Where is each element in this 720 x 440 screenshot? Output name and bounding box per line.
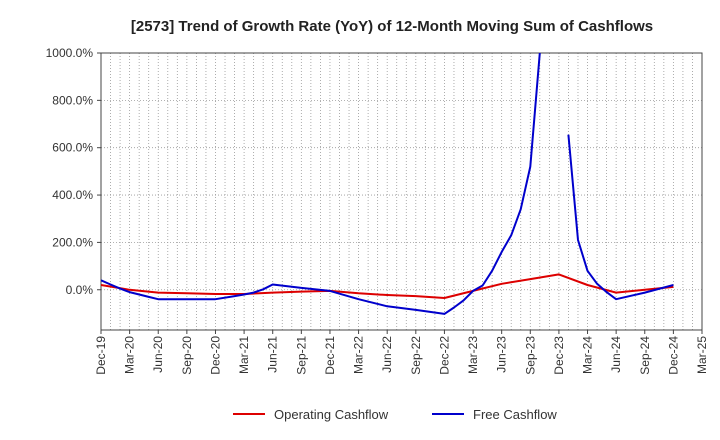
- y-axis: 0.0% 200.0% 400.0% 600.0% 800.0% 1000.0%: [46, 46, 101, 297]
- x-axis: Dec-19 Mar-20 Jun-20 Sep-20 Dec-20 Mar-21 Jun-…: [94, 330, 709, 375]
- x-tick-label: Mar-21: [237, 336, 251, 374]
- x-tick-label: Jun-24: [609, 336, 623, 373]
- x-tick-label: Mar-20: [123, 336, 137, 374]
- x-tick-label: Dec-21: [323, 336, 337, 375]
- y-tick-label: 1000.0%: [46, 46, 94, 60]
- y-tick-label: 800.0%: [52, 93, 93, 107]
- x-tick-label: Sep-22: [409, 336, 423, 375]
- x-tick-label: Dec-19: [94, 336, 108, 375]
- x-tick-label: Mar-25: [695, 336, 709, 374]
- chart-title: [2573] Trend of Growth Rate (YoY) of 12-…: [131, 18, 653, 35]
- x-tick-label: Mar-24: [581, 336, 595, 374]
- y-tick-label: 600.0%: [52, 141, 93, 155]
- legend: Operating Cashflow Free Cashflow: [233, 407, 557, 422]
- x-tick-label: Jun-20: [151, 336, 165, 373]
- legend-label: Operating Cashflow: [274, 407, 389, 422]
- x-tick-label: Jun-22: [380, 336, 394, 373]
- x-tick-label: Dec-22: [437, 336, 451, 375]
- grid: [100, 52, 703, 330]
- x-tick-label: Dec-20: [208, 336, 222, 375]
- x-tick-label: Dec-24: [666, 336, 680, 375]
- series-line-free-cashflow: [567, 134, 674, 301]
- x-tick-label: Sep-24: [638, 336, 652, 375]
- y-tick-label: 0.0%: [66, 283, 94, 297]
- x-tick-label: Sep-21: [294, 336, 308, 375]
- x-tick-label: Sep-20: [180, 336, 194, 375]
- x-tick-label: Jun-23: [495, 336, 509, 373]
- y-tick-label: 200.0%: [52, 235, 93, 249]
- series-line-operating-cashflow: [101, 273, 674, 299]
- x-tick-label: Mar-22: [352, 336, 366, 374]
- x-tick-label: Dec-23: [552, 336, 566, 375]
- y-tick-label: 400.0%: [52, 188, 93, 202]
- plot-frame: [100, 52, 703, 331]
- legend-label: Free Cashflow: [473, 407, 557, 422]
- series-layer: [101, 53, 674, 315]
- x-tick-label: Jun-21: [266, 336, 280, 373]
- x-tick-label: Mar-23: [466, 336, 480, 374]
- x-tick-label: Sep-23: [523, 336, 537, 375]
- series-line-free-cashflow: [101, 53, 541, 315]
